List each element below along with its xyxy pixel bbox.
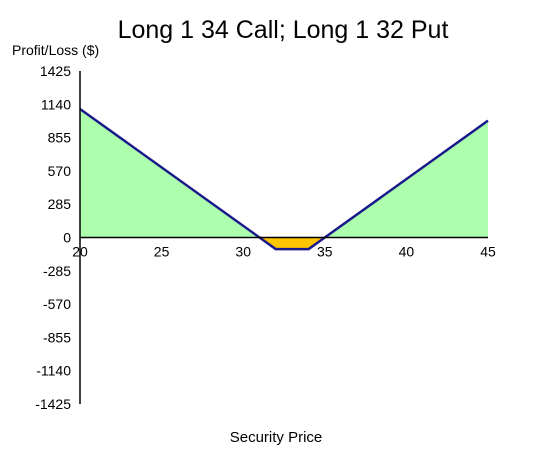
area-group [80, 108, 488, 250]
x-tick-label: 35 [317, 244, 333, 260]
chart-title: Long 1 34 Call; Long 1 32 Put [118, 16, 449, 44]
ticks-group: 1425 1140 855 570 285 0 -285 -570 -855 -1140 -1425… [35, 63, 496, 412]
y-tick-label: -855 [43, 329, 71, 345]
y-tick-label: -1140 [36, 363, 71, 379]
y-tick-label: 1425 [40, 63, 71, 79]
y-tick-label: 0 [63, 230, 71, 246]
x-tick-label: 40 [399, 244, 415, 260]
y-tick-label: 1140 [41, 96, 71, 112]
y-tick-label: -1425 [35, 396, 71, 412]
loss-area-0 [259, 237, 325, 250]
line-group [79, 107, 489, 251]
x-tick-label: 30 [235, 244, 251, 260]
y-tick-label: 285 [48, 196, 72, 212]
x-tick-label: 25 [154, 244, 170, 260]
y-tick-label: -570 [43, 296, 71, 312]
x-tick-label: 45 [480, 244, 496, 260]
y-tick-label: -285 [43, 263, 71, 279]
y-axis-label: Profit/Loss ($) [12, 42, 99, 58]
axes-group [79, 71, 488, 404]
y-tick-label: 855 [48, 130, 72, 146]
payoff-line [79, 107, 489, 251]
x-axis-label: Security Price [230, 429, 323, 446]
y-tick-label: 570 [48, 163, 72, 179]
x-tick-label: 20 [72, 244, 88, 260]
